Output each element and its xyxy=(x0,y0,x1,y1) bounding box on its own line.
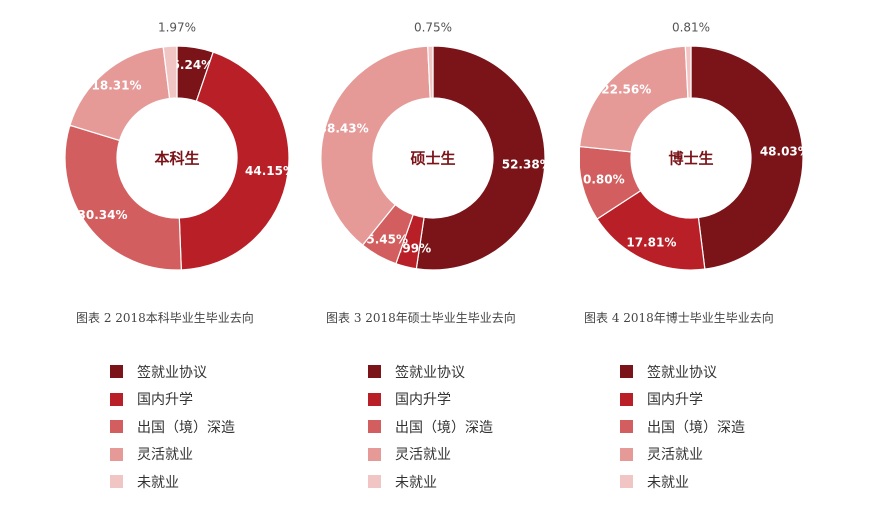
legend-item: 国内升学 xyxy=(620,386,745,414)
legend-item: 签就业协议 xyxy=(110,358,235,386)
donut-center-label: 博士生 xyxy=(668,150,713,168)
legend-label: 未就业 xyxy=(395,474,437,491)
legend-item: 灵活就业 xyxy=(110,441,235,469)
slice-value-label: 17.81% xyxy=(626,236,676,250)
donut-slice xyxy=(427,45,434,99)
donut-slice xyxy=(690,45,804,270)
donut-slice xyxy=(580,145,642,220)
legend-swatch xyxy=(110,447,123,461)
slice-value-label: 5.45% xyxy=(366,233,408,247)
legend-label: 国内升学 xyxy=(137,392,193,409)
slice-value-label: 10.80% xyxy=(580,173,625,187)
donut-slice xyxy=(64,124,182,271)
legend-item: 国内升学 xyxy=(368,386,493,414)
donut-slice xyxy=(178,51,290,271)
legend-undergraduate: 签就业协议国内升学出国（境）深造 灵活就业未就业 xyxy=(110,358,235,496)
donut-chart-undergraduate: 5.24% 44.15% 30.34% 18.31% 1.97% 本科生 xyxy=(64,21,290,271)
slice-value-label: 44.15% xyxy=(245,164,290,178)
legend-swatch xyxy=(110,475,123,489)
donut-slice xyxy=(69,46,171,142)
slice-value-label: 38.43% xyxy=(319,121,369,135)
legend-swatch xyxy=(620,392,633,406)
legend-swatch xyxy=(110,392,123,406)
legend-label: 未就业 xyxy=(137,474,179,491)
slice-value-label: 22.56% xyxy=(601,82,651,96)
legend-item: 未就业 xyxy=(620,468,745,496)
chart-caption: 图表 2 2018本科毕业生毕业去向 xyxy=(76,311,254,325)
legend-item: 未就业 xyxy=(110,468,235,496)
legend-label: 国内升学 xyxy=(395,392,451,409)
donut-center-label: 硕士生 xyxy=(410,150,455,168)
donut-slice xyxy=(684,45,692,99)
legend-swatch xyxy=(620,475,633,489)
legend-label: 灵活就业 xyxy=(137,447,193,464)
slice-value-label: 0.81% xyxy=(672,21,710,35)
legend-swatch xyxy=(620,447,633,461)
slice-value-label: 52.38% xyxy=(502,158,552,172)
legend-label: 签就业协议 xyxy=(647,364,717,381)
legend-doctoral: 签就业协议国内升学出国（境）深造 灵活就业未就业 xyxy=(620,358,745,496)
legend-item: 灵活就业 xyxy=(368,441,493,469)
legend-label: 出国（境）深造 xyxy=(647,419,745,436)
legend-label: 国内升学 xyxy=(647,392,703,409)
legend-item: 签就业协议 xyxy=(368,358,493,386)
donut-slice xyxy=(580,45,689,153)
donut-chart-master: 52.38%2.99%5.45%38.43%0.75%硕士生 xyxy=(319,21,552,271)
legend-item: 出国（境）深造 xyxy=(110,413,235,441)
legend-swatch xyxy=(620,420,633,434)
legend-label: 出国（境）深造 xyxy=(137,419,235,436)
slice-value-label: 5.24% xyxy=(172,58,214,72)
slice-value-label: 30.34% xyxy=(78,208,128,222)
panel-master: 52.38% 2.99% 5.45% 38.43% 0.75% 硕士生 图表 3 2018… xyxy=(290,0,580,520)
legend-swatch xyxy=(110,365,123,379)
panel-doctoral: 48.03% 17.81% 10.80% 22.56% 0.81% 博士生 图表 4 20… xyxy=(580,0,870,520)
legend-item: 灵活就业 xyxy=(620,441,745,469)
legend-item: 未就业 xyxy=(368,468,493,496)
legend-swatch xyxy=(620,365,633,379)
chart-caption: 图表 4 2018年博士毕业生毕业去向 xyxy=(584,311,774,325)
donut-center-label: 本科生 xyxy=(154,150,199,168)
donut-slice xyxy=(320,45,431,246)
chart-caption: 图表 3 2018年硕士毕业生毕业去向 xyxy=(326,311,516,325)
slice-value-label: 0.75% xyxy=(414,21,452,35)
donut-slice xyxy=(415,45,546,271)
legend-label: 签就业协议 xyxy=(395,364,465,381)
slice-value-label: 1.97% xyxy=(158,21,196,35)
legend-swatch xyxy=(368,365,381,379)
slice-value-label: 48.03% xyxy=(760,145,810,159)
legend-swatch xyxy=(368,475,381,489)
donut-slice xyxy=(162,45,178,100)
legend-swatch xyxy=(368,420,381,434)
panel-undergraduate: 5.24% 44.15% 30.34% 18.31% 1.97% 本科生 图表 2 201… xyxy=(0,0,290,520)
legend-label: 未就业 xyxy=(647,474,689,491)
legend-label: 签就业协议 xyxy=(137,364,207,381)
legend-master: 签就业协议国内升学出国（境）深造 灵活就业未就业 xyxy=(368,358,493,496)
donut-chart-doctoral: 48.03% 17.81% 10.80% 22.56% 0.81% 博士生 xyxy=(580,21,810,271)
legend-swatch xyxy=(368,392,381,406)
slice-value-label: 18.31% xyxy=(92,79,142,93)
legend-swatch xyxy=(368,447,381,461)
legend-item: 出国（境）深造 xyxy=(620,413,745,441)
legend-label: 灵活就业 xyxy=(395,447,451,464)
legend-item: 国内升学 xyxy=(110,386,235,414)
legend-item: 签就业协议 xyxy=(620,358,745,386)
legend-label: 灵活就业 xyxy=(647,447,703,464)
legend-item: 出国（境）深造 xyxy=(368,413,493,441)
legend-swatch xyxy=(110,420,123,434)
legend-label: 出国（境）深造 xyxy=(395,419,493,436)
